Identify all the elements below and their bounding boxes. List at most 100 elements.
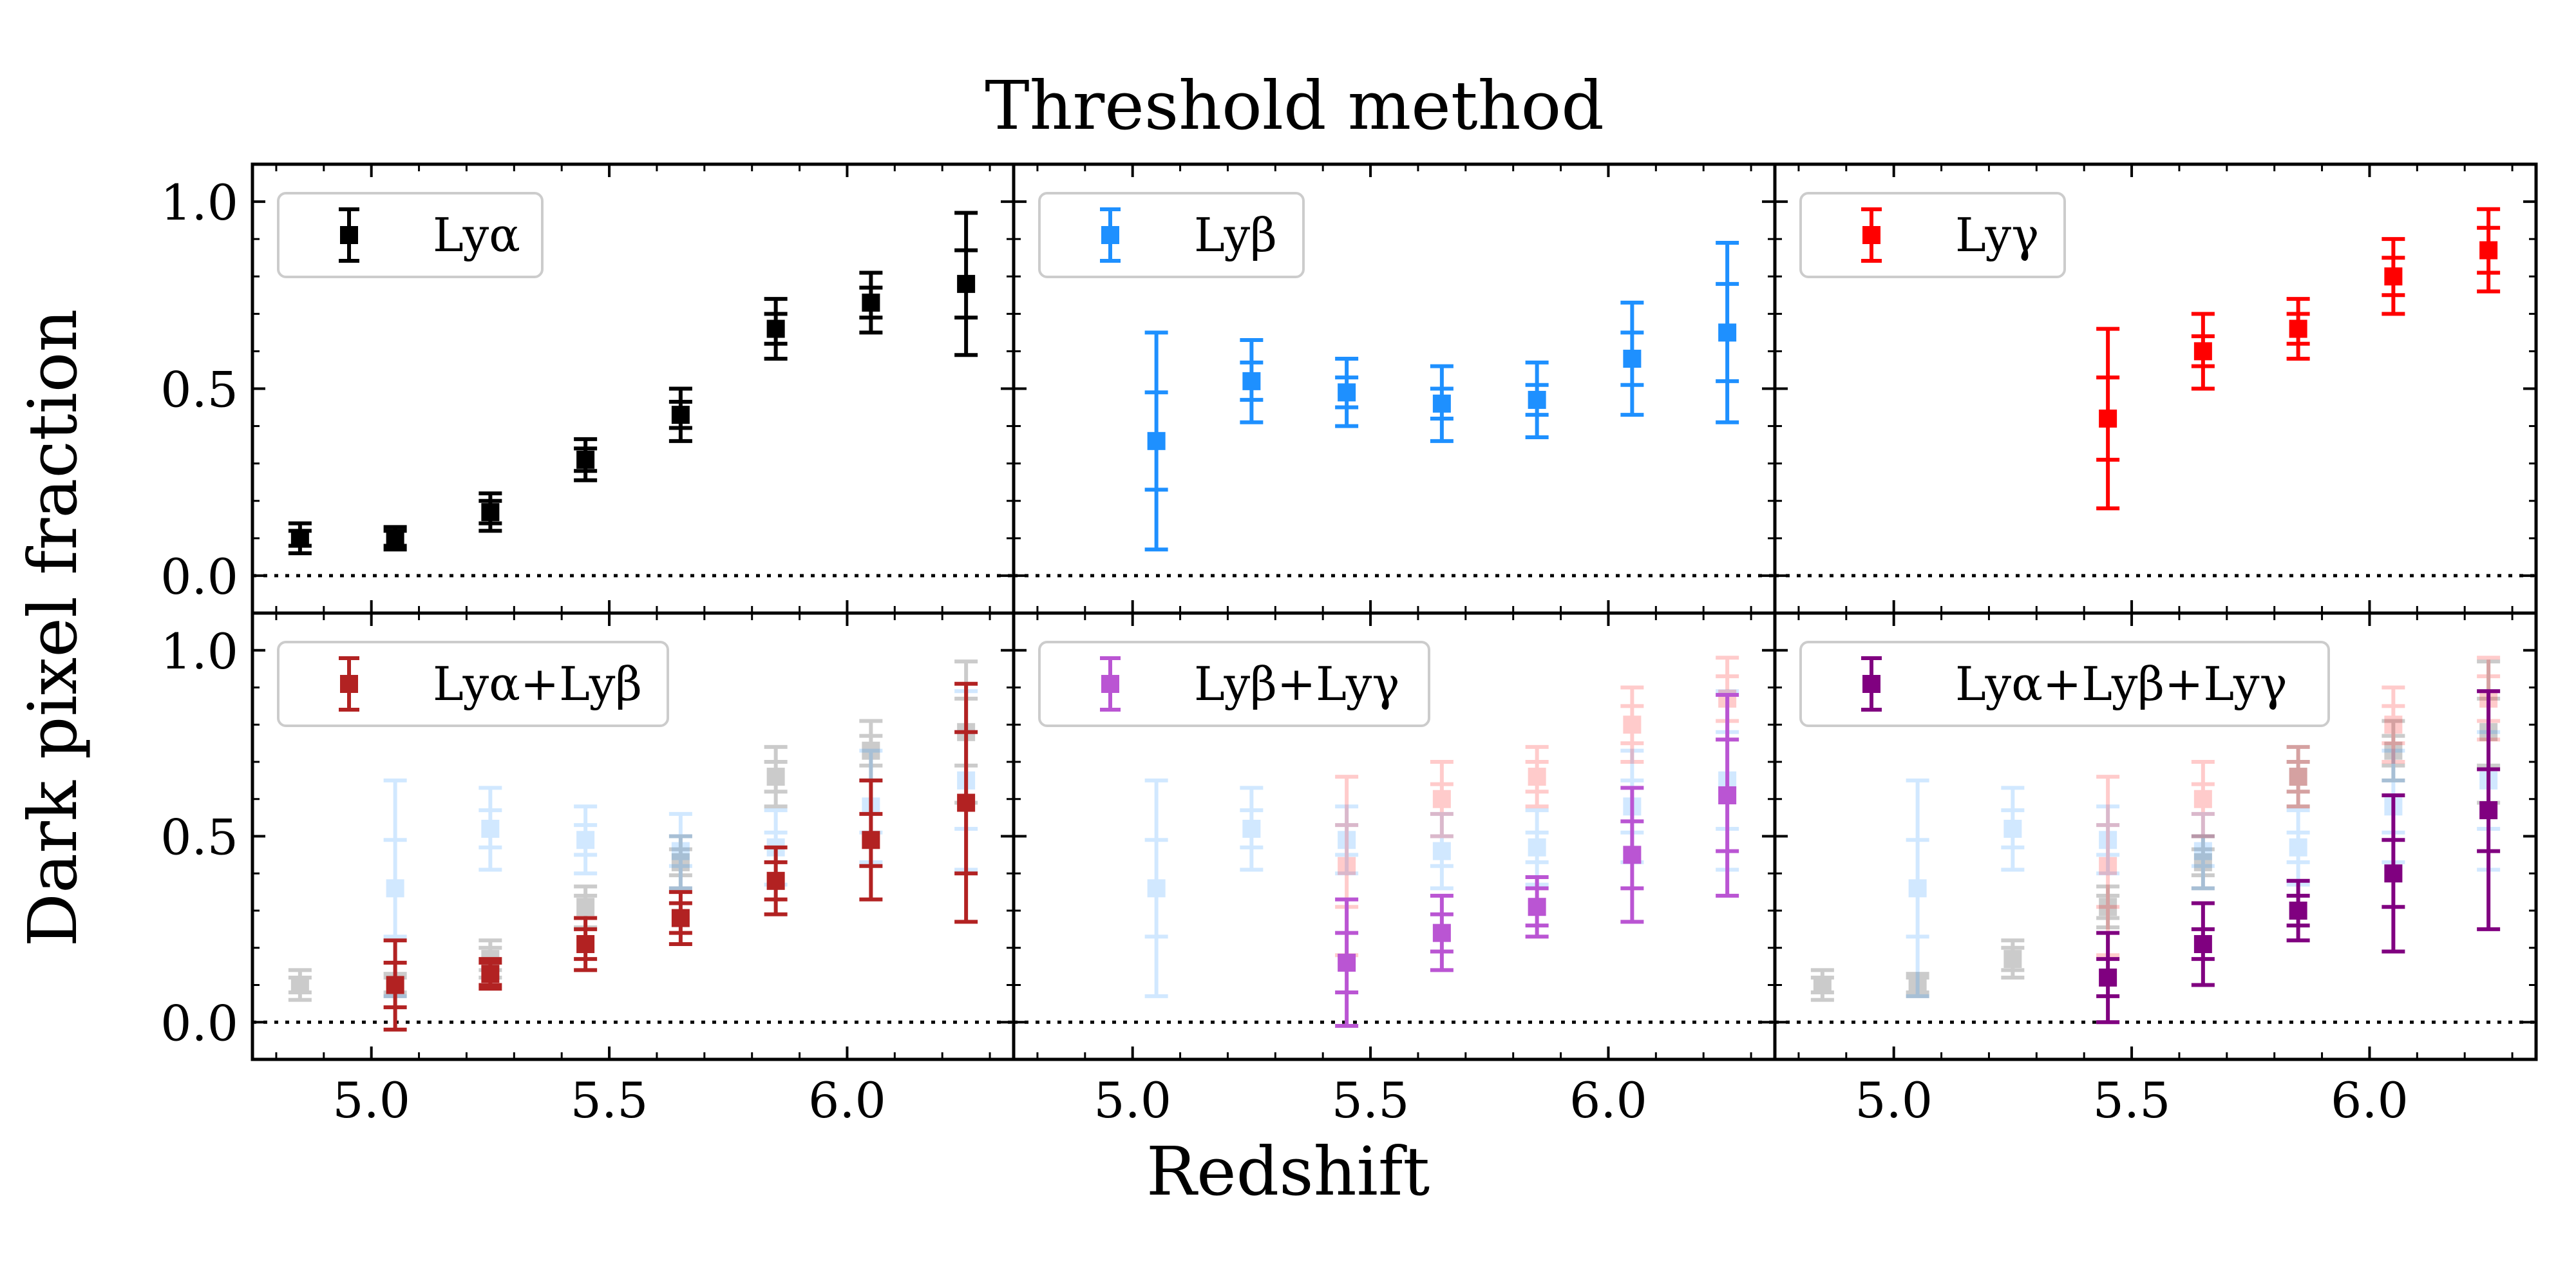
data-point	[2191, 901, 2215, 987]
data-marker	[1718, 323, 1737, 342]
data-point	[1525, 875, 1549, 939]
data-marker	[2099, 409, 2117, 428]
data-marker	[576, 831, 595, 849]
data-point	[2286, 744, 2310, 809]
series-lybg	[1335, 693, 1739, 1028]
data-point	[1430, 364, 1454, 443]
data-point	[2096, 804, 2120, 876]
x-tick-label: 5.0	[1855, 1072, 1933, 1129]
data-marker	[862, 741, 880, 760]
legend-label: Lyβ+Lyγ	[1194, 657, 1399, 711]
legend: Lyα+Lyβ	[277, 641, 669, 727]
data-point	[478, 491, 502, 533]
data-point	[2382, 685, 2405, 764]
panels-group: 0.0 0.5 1.0 Lyα Lyβ Lyγ 0.0 0.5 1.0 5.0 5.5 6.0 Lyα+…	[160, 162, 2538, 1129]
data-point	[288, 968, 312, 1002]
data-point	[2286, 297, 2310, 361]
legend: Lyβ	[1038, 192, 1305, 278]
data-marker	[671, 406, 690, 424]
legend-box	[1038, 192, 1305, 278]
y-tick-label: 1.0	[160, 623, 238, 680]
data-marker	[290, 976, 309, 994]
data-marker	[1813, 976, 1832, 994]
x-tick-label: 5.5	[2093, 1072, 2171, 1129]
data-point	[1430, 760, 1454, 838]
data-point	[1430, 811, 1454, 891]
data-point	[1144, 330, 1168, 552]
x-tick-label: 5.0	[1094, 1072, 1171, 1129]
y-tick-label: 0.5	[160, 809, 238, 866]
data-marker	[2289, 319, 2307, 338]
data-marker	[766, 768, 785, 786]
legend-label: Lyα+Lyβ+Lyγ	[1955, 657, 2287, 711]
series-lya	[288, 211, 978, 556]
data-point	[1430, 893, 1454, 972]
data-point	[1906, 778, 1929, 998]
data-marker	[2003, 819, 2022, 838]
data-point	[2286, 744, 2310, 809]
data-point	[1620, 786, 1644, 924]
panel-5: 5.0 5.5 6.0 Lyβ+Lyγ	[1012, 611, 1777, 1129]
data-point	[1525, 360, 1549, 440]
data-marker	[1908, 879, 1927, 898]
data-marker	[481, 819, 500, 838]
x-tick-label: 6.0	[2331, 1072, 2409, 1129]
data-point	[2477, 689, 2501, 931]
legend-box	[1038, 641, 1430, 727]
data-marker	[2479, 241, 2498, 260]
data-point	[2191, 834, 2215, 891]
series-lyb	[1144, 240, 1739, 552]
data-point	[1335, 897, 1359, 1028]
data-point	[1525, 744, 1549, 809]
y-tick-label: 0.0	[160, 548, 238, 605]
legend: Lyα+Lyβ+Lyγ	[1799, 641, 2330, 727]
y-tick-label: 1.0	[160, 174, 238, 231]
data-marker	[1528, 898, 1546, 916]
data-point	[668, 386, 692, 443]
series-lyabg	[2096, 689, 2501, 1025]
data-marker	[1432, 394, 1451, 413]
data-point	[2096, 884, 2120, 929]
data-point	[2191, 811, 2215, 891]
data-point	[2001, 938, 2025, 980]
data-marker	[290, 529, 309, 547]
data-point	[1240, 337, 1264, 424]
legend-marker	[340, 675, 358, 693]
data-marker	[2193, 934, 2212, 953]
data-marker	[1242, 372, 1261, 390]
data-marker	[481, 503, 500, 522]
data-point	[1906, 972, 1929, 998]
y-axis-label: Dark pixel fraction	[14, 309, 92, 947]
data-point	[1335, 804, 1359, 876]
data-marker	[1623, 715, 1642, 734]
data-marker	[2193, 853, 2212, 871]
data-point	[764, 744, 788, 809]
data-marker	[576, 898, 595, 916]
data-point	[2477, 207, 2501, 294]
data-marker	[766, 319, 785, 338]
data-point	[478, 786, 502, 872]
data-marker	[2384, 741, 2403, 760]
x-tick-label: 5.5	[1332, 1072, 1410, 1129]
data-marker	[1528, 838, 1546, 857]
data-marker	[2384, 715, 2403, 734]
data-point	[859, 778, 883, 902]
data-marker	[2003, 950, 2022, 969]
data-marker	[2479, 801, 2498, 820]
data-point	[2382, 237, 2405, 316]
data-marker	[1242, 819, 1261, 838]
data-point	[2001, 786, 2025, 872]
legend-marker	[1101, 675, 1119, 693]
data-point	[383, 525, 407, 552]
data-point	[574, 916, 598, 972]
data-marker	[576, 450, 595, 469]
data-marker	[2099, 968, 2117, 987]
panel-4: 0.0 0.5 1.0 5.0 5.5 6.0 Lyα+Lyβ	[160, 611, 1016, 1129]
data-point	[1240, 786, 1264, 872]
panel-3: Lyγ	[1773, 162, 2538, 615]
legend-label: Lyγ	[1955, 208, 2039, 262]
y-tick-label: 0.5	[160, 361, 238, 419]
data-point	[764, 297, 788, 361]
data-marker	[766, 871, 785, 890]
data-marker	[2384, 864, 2403, 883]
